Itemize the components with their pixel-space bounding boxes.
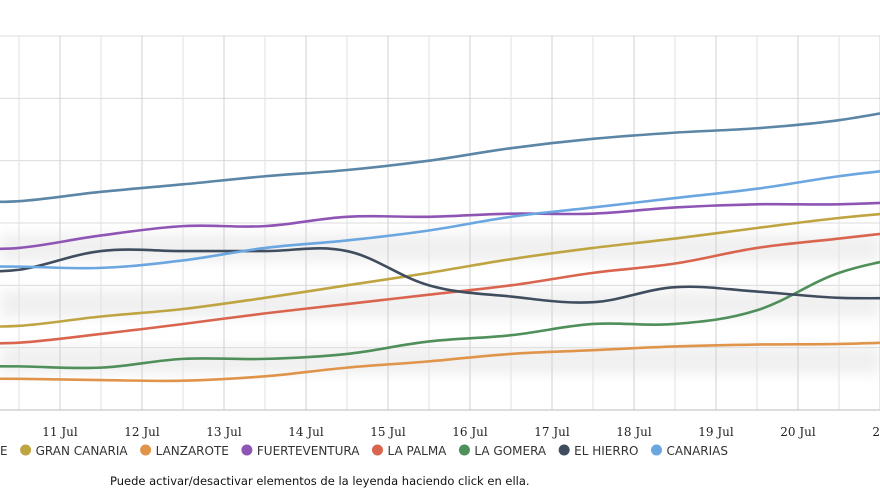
legend-item-el-hierro[interactable]: EL HIERRO (558, 444, 639, 458)
legend-item-la-palma[interactable]: LA PALMA (371, 444, 447, 458)
x-tick-label: 15 Jul (370, 425, 406, 439)
legend-label: E (0, 444, 8, 458)
series-line-fuerteventura (0, 201, 880, 251)
series-layer (0, 112, 880, 383)
legend-item-fuerteventura[interactable]: FUERTEVENTURA (241, 444, 360, 458)
legend-label: LANZAROTE (156, 444, 229, 458)
series-line-tenerife (0, 112, 880, 204)
legend-marker (20, 444, 32, 456)
x-tick-label: 13 Jul (206, 425, 242, 439)
legend-label: FUERTEVENTURA (257, 444, 360, 458)
legend-item-la-gomera[interactable]: LA GOMERA (458, 444, 547, 458)
series-line-canarias (0, 170, 880, 270)
legend-label: LA GOMERA (474, 444, 547, 458)
x-tick-label: 11 Jul (42, 425, 78, 439)
legend-hint-note: Puede activar/desactivar elementos de la… (110, 474, 530, 488)
legend[interactable]: E GRAN CANARIA LANZAROTE FUERTEVENTURA LA PA… (0, 444, 728, 458)
legend-marker (458, 444, 470, 456)
legend-item-tenerife[interactable]: E (0, 444, 8, 458)
legend-item-canarias[interactable]: CANARIAS (651, 444, 728, 458)
x-tick-label: 18 Jul (616, 425, 652, 439)
legend-label: LA PALMA (387, 444, 447, 458)
series-line-gran-canaria (0, 212, 880, 328)
series-line-el-hierro (0, 247, 880, 304)
x-tick-label: 14 Jul (288, 425, 324, 439)
x-tick-label: 21 (872, 425, 880, 439)
legend-label: EL HIERRO (574, 444, 638, 458)
legend-label: GRAN CANARIA (36, 444, 129, 458)
series-line-la-gomera (0, 260, 880, 370)
legend-marker (140, 444, 152, 456)
x-axis-ticks: 11 Jul 12 Jul 13 Jul 14 Jul 15 Jul 16 Jul 17 J… (42, 425, 880, 439)
x-tick-label: 12 Jul (124, 425, 160, 439)
x-tick-label: 17 Jul (534, 425, 570, 439)
legend-marker (651, 444, 662, 456)
legend-marker (558, 444, 570, 456)
legend-marker (241, 444, 253, 456)
x-tick-label: 19 Jul (698, 425, 734, 439)
legend-marker (371, 444, 383, 456)
series-line-lanzarote (0, 341, 880, 383)
x-tick-label: 16 Jul (452, 425, 488, 439)
legend-label: CANARIAS (667, 444, 728, 458)
series-line-la-palma (0, 232, 880, 345)
shadow-layer (0, 233, 880, 375)
legend-item-gran-canaria[interactable]: GRAN CANARIA (20, 444, 128, 458)
x-tick-label: 20 Jul (780, 425, 816, 439)
legend-item-lanzarote[interactable]: LANZAROTE (140, 444, 229, 458)
shadow-band (0, 233, 880, 262)
